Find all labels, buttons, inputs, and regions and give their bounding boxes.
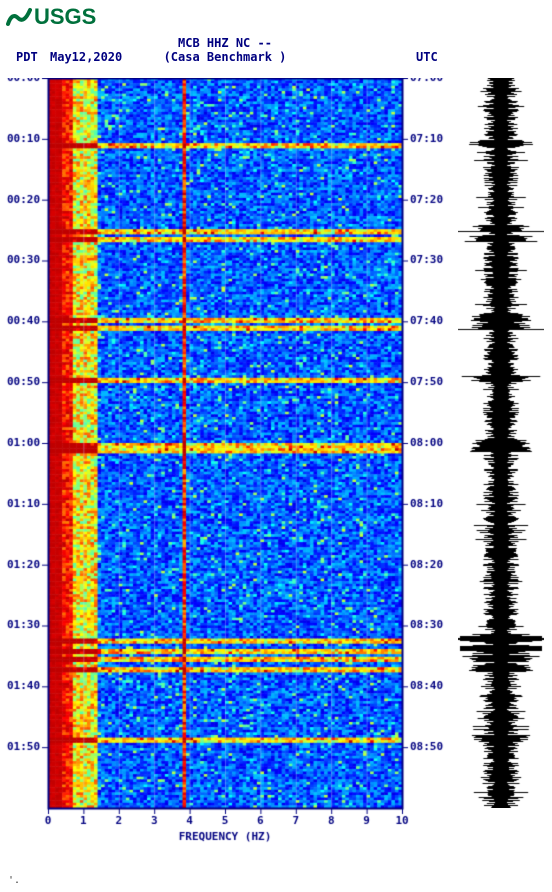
spectrogram-chart xyxy=(0,78,450,854)
timezone-left: PDT xyxy=(16,50,38,64)
logo-text: USGS xyxy=(34,4,96,30)
date-left: May12,2020 xyxy=(50,50,122,64)
usgs-logo: USGS xyxy=(6,4,96,30)
corner-mark: '. xyxy=(8,875,20,886)
station-title: MCB HHZ NC -- xyxy=(0,36,450,50)
waveform-sidebar xyxy=(458,78,544,808)
timezone-right: UTC xyxy=(416,50,438,64)
